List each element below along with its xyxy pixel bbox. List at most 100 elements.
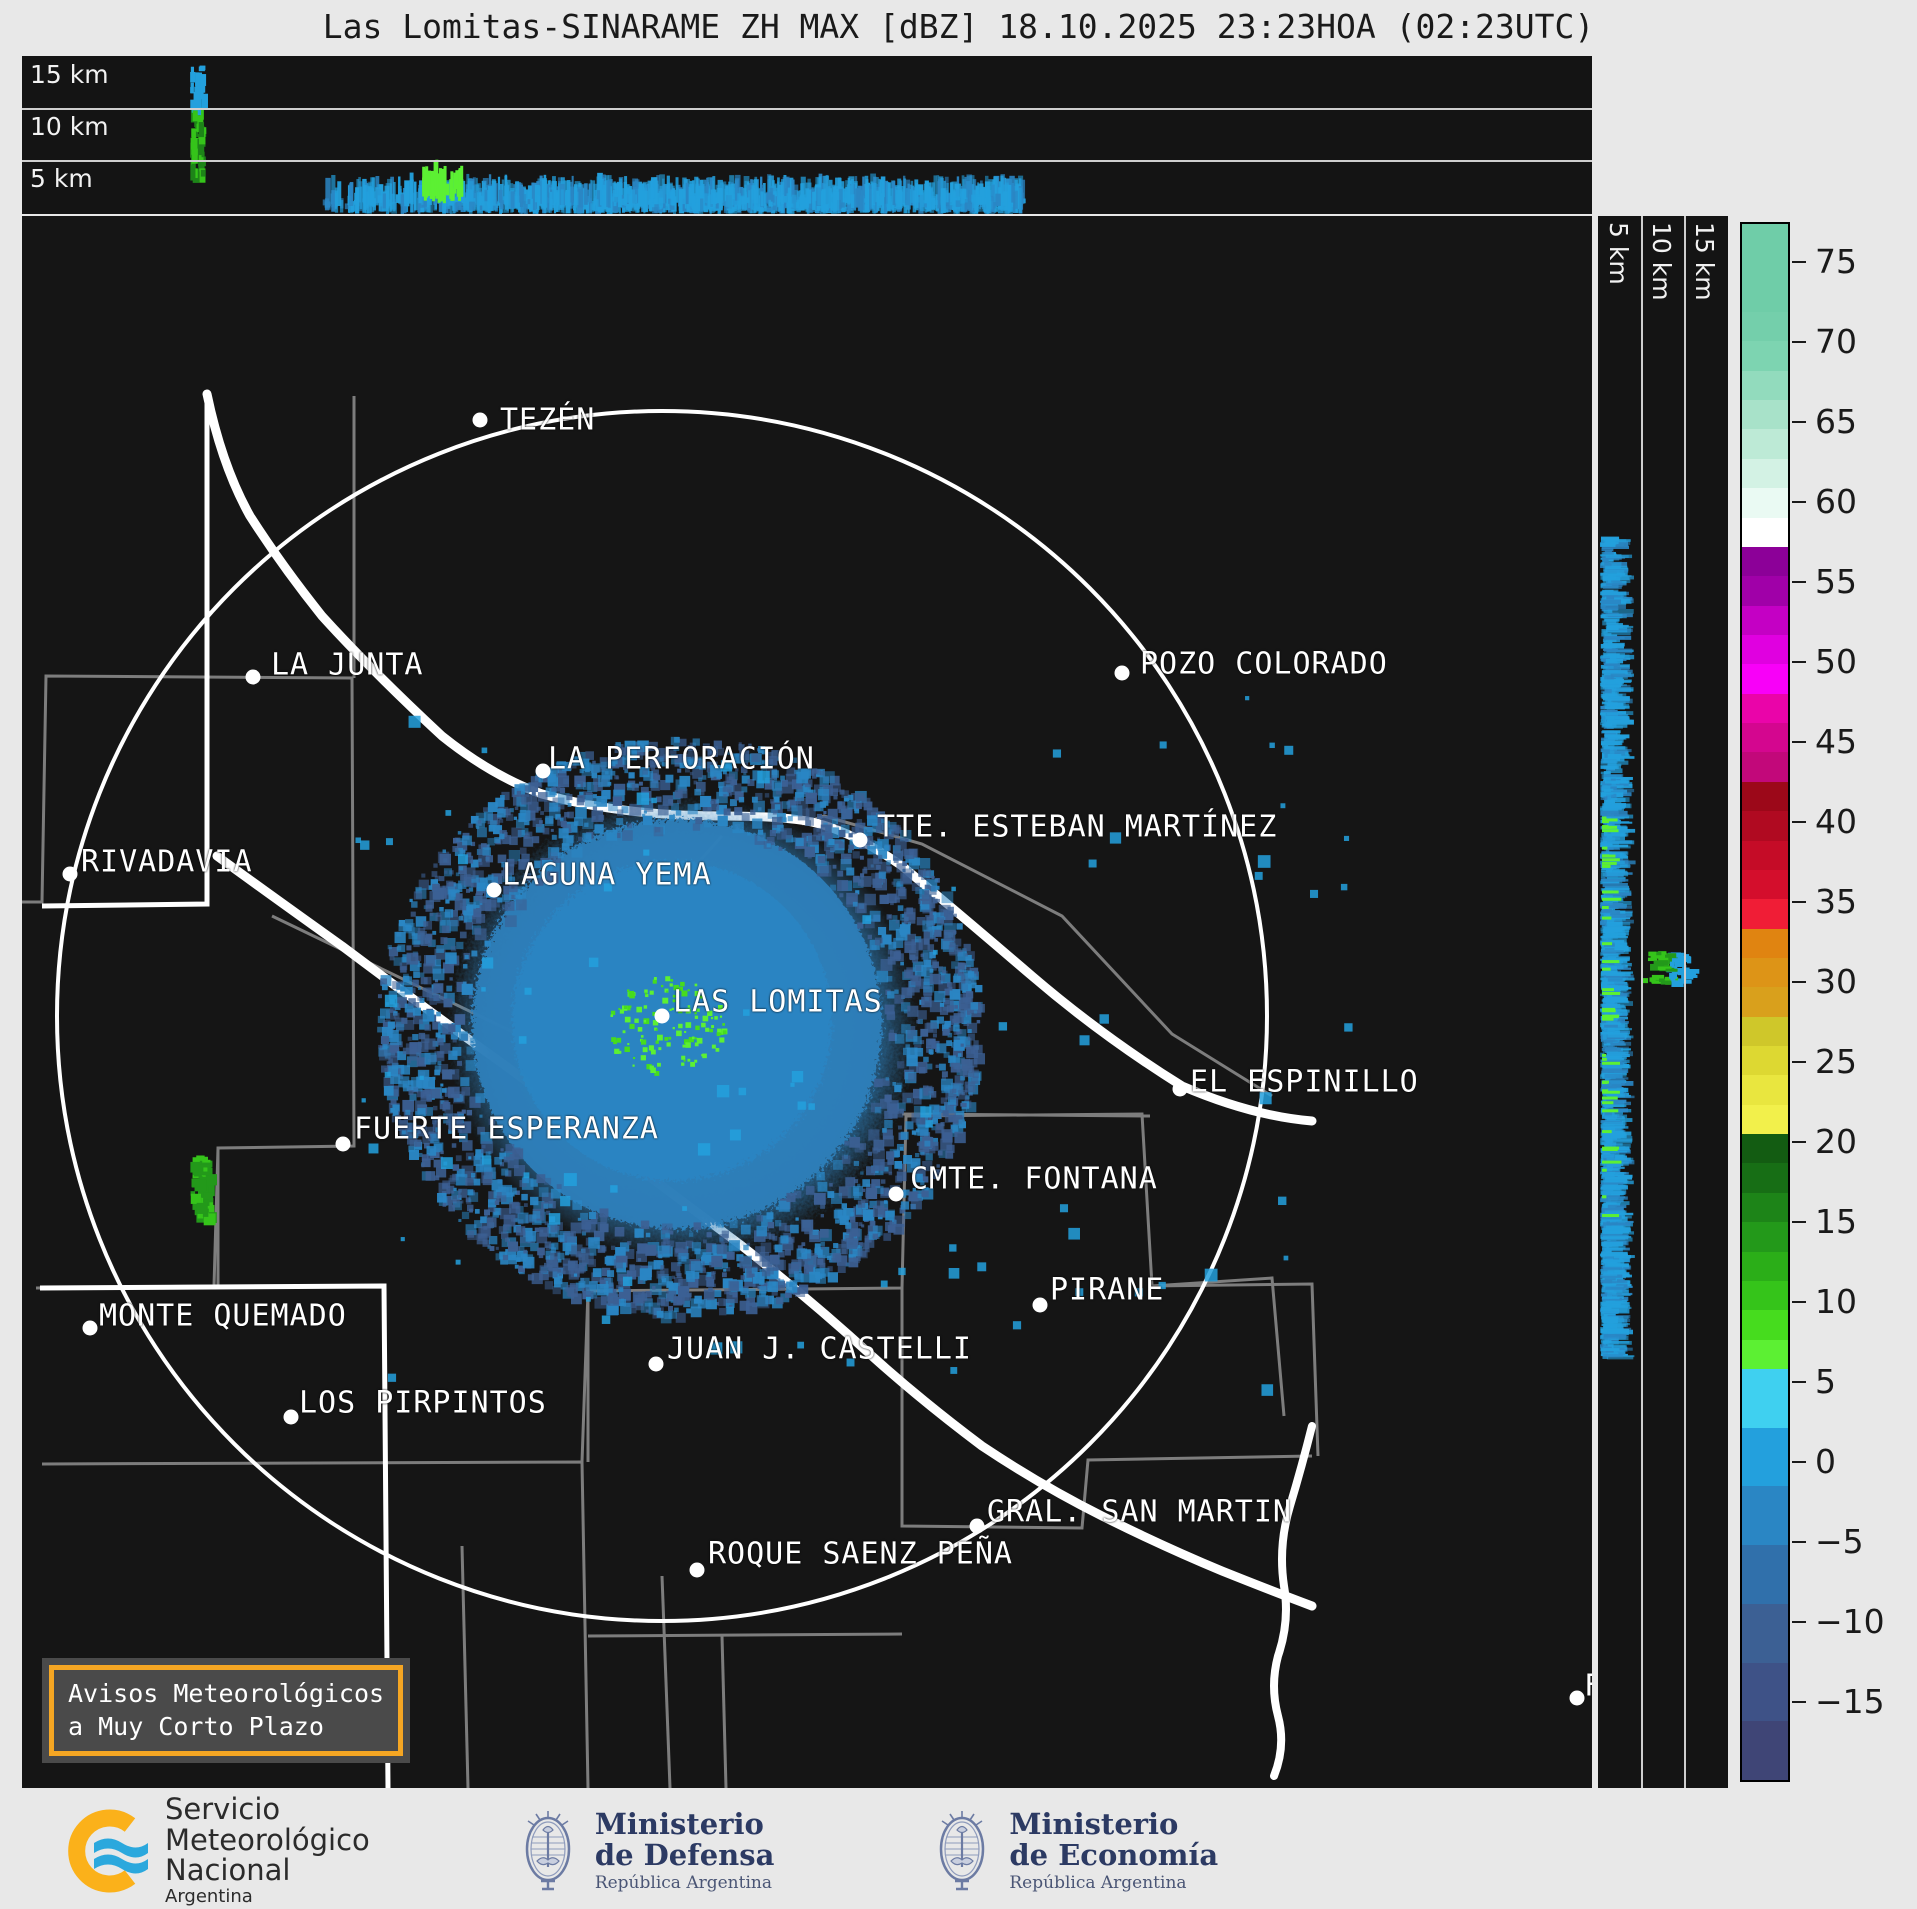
city-label: POZO COLORADO (1140, 646, 1388, 682)
city-marker[interactable] (654, 1008, 670, 1024)
city-label: GRAL. SAN MARTIN (987, 1494, 1292, 1530)
colorbar-segment (1742, 488, 1788, 518)
city-marker[interactable] (852, 832, 868, 848)
city-label: TTE. ESTEBAN MARTÍNEZ (877, 809, 1278, 845)
ministry-economia-line-3: República Argentina (1009, 1872, 1187, 1893)
colorbar-segment (1742, 1310, 1788, 1340)
colorbar-segment (1742, 1398, 1788, 1428)
colorbar-segment (1742, 282, 1788, 313)
colorbar-segment (1742, 1691, 1788, 1722)
city-marker[interactable] (62, 866, 78, 882)
colorbar-segment (1742, 723, 1788, 753)
colorbar-segment (1742, 664, 1788, 694)
colorbar-segment (1742, 253, 1788, 283)
city-marker[interactable] (1114, 665, 1130, 681)
colorbar-segment (1742, 1251, 1788, 1281)
warning-box[interactable]: Avisos Meteorológicos a Muy Corto Plazo (42, 1658, 411, 1763)
ministry-defensa-line-1: Ministerio (594, 1807, 764, 1841)
city-marker[interactable] (335, 1136, 351, 1152)
city-marker[interactable] (888, 1186, 904, 1202)
city-marker[interactable] (969, 1518, 985, 1534)
city-marker[interactable] (1032, 1297, 1048, 1313)
argentina-crest-icon (515, 1803, 581, 1899)
colorbar-segment (1742, 1339, 1788, 1369)
argentina-crest-icon-2 (929, 1803, 995, 1899)
warning-line-1: Avisos Meteorológicos (68, 1679, 385, 1708)
colorbar-segment (1742, 517, 1788, 547)
height-gridline-10km (22, 160, 1592, 162)
colorbar-segment (1742, 1603, 1788, 1634)
city-label: LOS PIRPINTOS (299, 1385, 547, 1421)
city-label: LAGUNA YEMA (502, 857, 712, 893)
colorbar-segment (1742, 1574, 1788, 1604)
colorbar-segment (1742, 1662, 1788, 1692)
colorbar-segment (1742, 458, 1788, 489)
colorbar-segment (1742, 634, 1788, 665)
colorbar-segment (1742, 1222, 1788, 1252)
colorbar-segment (1742, 1545, 1788, 1575)
ministry-economia-line-1: Ministerio (1009, 1807, 1179, 1841)
river-paraguay (1270, 1422, 1316, 1780)
city-marker[interactable] (689, 1562, 705, 1578)
colorbar-segment (1742, 429, 1788, 459)
colorbar-segment (1742, 1192, 1788, 1223)
ministry-defensa-logo: Ministerio de Defensa República Argentin… (515, 1803, 775, 1899)
title-bar: Las Lomitas-SINARAME ZH MAX [dBZ] 18.10.… (0, 0, 1917, 52)
height-gridline-10km-v (1684, 216, 1686, 1788)
colorbar-segment (1742, 693, 1788, 724)
city-marker[interactable] (283, 1409, 299, 1425)
city-label: PIRANE (1050, 1272, 1165, 1308)
department-boundaries (22, 396, 1320, 1788)
colorbar-segment (1742, 752, 1788, 782)
city-marker[interactable] (82, 1320, 98, 1336)
height-label-15km-v: 15 km (1690, 222, 1719, 301)
warning-line-2: a Muy Corto Plazo (68, 1711, 324, 1741)
city-label: MONTE QUEMADO (99, 1298, 347, 1334)
colorbar-segment (1742, 1750, 1788, 1780)
colorbar-segment (1742, 1457, 1788, 1487)
city-label: ROQUE SAENZ PEÑA (708, 1536, 1013, 1572)
warning-box-inner: Avisos Meteorológicos a Muy Corto Plazo (49, 1665, 404, 1756)
colorbar-segment (1742, 1104, 1788, 1135)
colorbar-segment (1742, 605, 1788, 635)
height-label-10km: 10 km (30, 112, 109, 141)
city-marker[interactable] (535, 763, 551, 779)
colorbar-segment (1742, 1721, 1788, 1751)
city-label: RIVADAVIA (81, 844, 253, 880)
radar-range-circle (55, 409, 1269, 1623)
top-cross-section-panel: 15 km 10 km 5 km (22, 56, 1592, 214)
height-label-10km-v: 10 km (1647, 222, 1676, 301)
colorbar-segment (1742, 1016, 1788, 1047)
city-label: JUAN J. CASTELLI (667, 1331, 972, 1367)
colorbar-segment (1742, 840, 1788, 870)
height-label-5km-v: 5 km (1604, 222, 1633, 285)
city-marker[interactable] (472, 412, 488, 428)
colorbar-segment (1742, 1046, 1788, 1076)
colorbar-segment (1742, 1427, 1788, 1458)
colorbar-segment (1742, 987, 1788, 1017)
colorbar-segment (1742, 370, 1788, 401)
city-marker[interactable] (486, 882, 502, 898)
colorbar-segment (1742, 899, 1788, 929)
colorbar-segment (1742, 1280, 1788, 1311)
radar-map[interactable]: TEZÉN LA JUNTA POZO COLORADO LA PERFORACIÓN… (22, 216, 1592, 1788)
colorbar-segment (1742, 400, 1788, 430)
city-marker[interactable] (245, 669, 261, 685)
smn-logo: Servicio Meteorológico Nacional Argentin… (60, 1794, 370, 1906)
city-label: LA JUNTA (271, 647, 424, 683)
colorbar-segment (1742, 1633, 1788, 1663)
colorbar-segment (1742, 312, 1788, 342)
city-label: CMTE. FONTANA (910, 1161, 1158, 1197)
height-gridline-15km (22, 108, 1592, 110)
smn-line-1: Servicio (165, 1792, 281, 1827)
city-marker[interactable] (1172, 1081, 1188, 1097)
smn-mark-icon (60, 1805, 152, 1897)
radar-echo-field (190, 696, 1353, 1396)
smn-line-4: Argentina (165, 1885, 253, 1907)
city-label: FUERTE ESPERANZA (354, 1111, 659, 1147)
city-marker[interactable] (1569, 1690, 1585, 1706)
city-marker[interactable] (648, 1356, 664, 1372)
height-label-5km: 5 km (30, 164, 93, 193)
ministry-defensa-line-2: de Defensa (594, 1838, 775, 1873)
colorbar-segment (1742, 811, 1788, 841)
